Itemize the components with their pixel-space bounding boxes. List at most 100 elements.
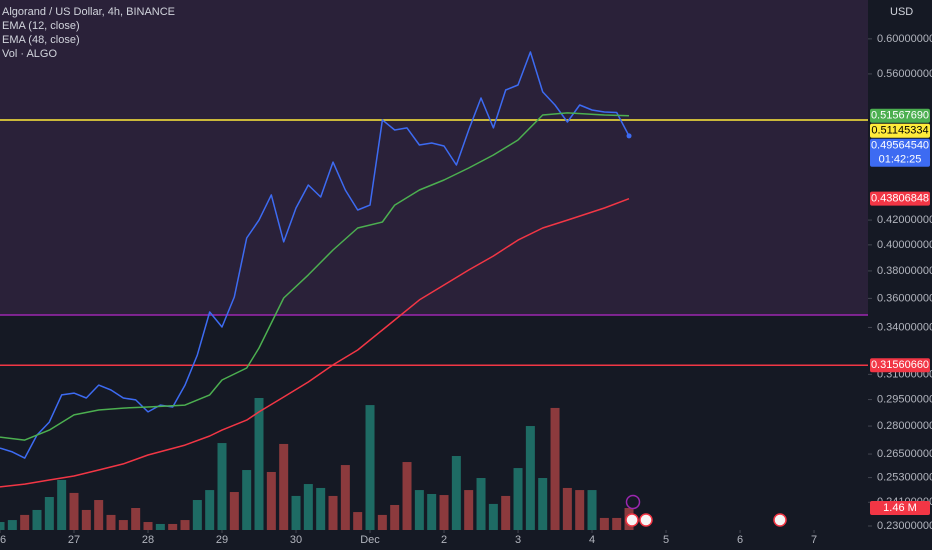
legend-entry: Vol · ALGO: [2, 48, 57, 60]
volume-bar: [155, 523, 165, 530]
volume-bar: [192, 500, 202, 530]
price-label: 0.43806848: [871, 193, 929, 205]
volume-bar: [353, 512, 363, 530]
volume-bar: [44, 496, 54, 530]
volume-bar: [217, 443, 227, 530]
x-tick-label: 2: [441, 534, 447, 546]
volume-bar: [562, 487, 572, 530]
legend-entry: EMA (48, close): [2, 34, 80, 46]
y-tick-label: 0.40000000: [877, 239, 932, 251]
volume-layer: [0, 397, 634, 530]
volume-bar: [587, 490, 597, 530]
y-tick-label: 0.25300000: [877, 471, 932, 483]
volume-bar: [32, 509, 42, 530]
y-tick-label: 0.34000000: [877, 321, 932, 333]
volume-bar: [69, 492, 79, 530]
zone-layer: [0, 0, 868, 316]
price-label: 0.31560660: [871, 359, 929, 371]
flag-icon: [639, 513, 653, 527]
price-label-layer: 0.51567690 0.51145334 0.49564540 01:42:25 0.…: [870, 108, 930, 515]
volume-bar: [575, 490, 585, 530]
volume-bar: [414, 490, 424, 530]
volume-bar: [229, 492, 239, 530]
price-label: 01:42:25: [879, 154, 922, 166]
price-line: [0, 51, 630, 459]
price-label-box: [870, 358, 930, 373]
flag-icon: [625, 513, 639, 527]
volume-bar: [106, 514, 116, 530]
ema-line: [0, 112, 630, 441]
volume-bar: [464, 490, 474, 530]
level-layer: [0, 119, 868, 367]
volume-bar: [143, 522, 153, 530]
price-label-box: [870, 500, 930, 515]
volume-bar: [612, 517, 622, 530]
price-label: 0.51567690: [871, 110, 929, 122]
zone: [0, 0, 868, 316]
volume-bar: [242, 470, 252, 530]
flag-icon: [773, 513, 787, 527]
volume-bar: [279, 443, 289, 530]
volume-bar: [316, 487, 326, 530]
volume-bar: [291, 495, 301, 530]
volume-bar: [501, 495, 511, 530]
y-tick-label: 0.28000000: [877, 420, 932, 432]
y-tick-label: 0.36000000: [877, 292, 932, 304]
volume-bar: [451, 456, 461, 530]
volume-bar: [57, 479, 67, 530]
volume-bar: [328, 495, 338, 530]
volume-bar: [525, 426, 535, 530]
volume-bar: [266, 471, 276, 530]
x-tick-label: 4: [589, 534, 595, 546]
y-tick-label: 0.38000000: [877, 265, 932, 277]
price-label: 1.46 M: [883, 502, 917, 514]
volume-bar: [365, 405, 375, 530]
x-tick-label: 29: [216, 534, 228, 546]
volume-bar: [131, 507, 141, 530]
x-tick-label: 26: [0, 534, 6, 546]
volume-bar: [488, 503, 498, 530]
ema-line: [0, 197, 630, 488]
volume-bar: [180, 520, 190, 530]
volume-bar: [7, 520, 17, 530]
volume-bar: [205, 490, 215, 530]
chart-title: Algorand / US Dollar, 4h, BINANCE: [2, 6, 175, 18]
volume-bar: [0, 522, 5, 530]
price-label-box: [870, 123, 930, 138]
currency-label: USD: [890, 6, 913, 18]
event-icon: [625, 494, 641, 510]
y-tick-label: 0.26500000: [877, 448, 932, 460]
x-tick-label: Dec: [360, 534, 380, 546]
event-icons: [625, 494, 787, 527]
volume-bar: [427, 493, 437, 530]
volume-bar: [439, 495, 449, 530]
y-tick-label: 0.56000000: [877, 68, 932, 80]
x-tick-label: 5: [663, 534, 669, 546]
volume-bar: [402, 462, 412, 530]
volume-bar: [303, 484, 313, 530]
volume-bar: [340, 465, 350, 530]
price-label-box: [870, 191, 930, 206]
volume-bar: [254, 397, 264, 530]
volume-bar: [476, 478, 486, 530]
price-label-box: [870, 108, 930, 123]
volume-bar: [118, 520, 128, 530]
y-tick-label: 0.29500000: [877, 393, 932, 405]
volume-bar: [377, 514, 387, 530]
x-tick-label: 7: [811, 534, 817, 546]
x-tick-label: 28: [142, 534, 154, 546]
volume-bar: [81, 509, 91, 530]
volume-bar: [513, 468, 523, 530]
price-label: 0.51145334: [871, 125, 928, 137]
volume-bar: [390, 504, 400, 530]
price-label-box: [870, 138, 930, 167]
y-tick-label: 0.23000000: [877, 520, 932, 532]
volume-bar: [599, 517, 609, 530]
y-tick-label: 0.60000000: [877, 33, 932, 45]
volume-bar: [168, 523, 178, 530]
price-label: 0.49564540: [871, 140, 929, 152]
volume-bar: [538, 478, 548, 530]
x-tick-label: 27: [68, 534, 80, 546]
x-tick-label: 30: [290, 534, 302, 546]
